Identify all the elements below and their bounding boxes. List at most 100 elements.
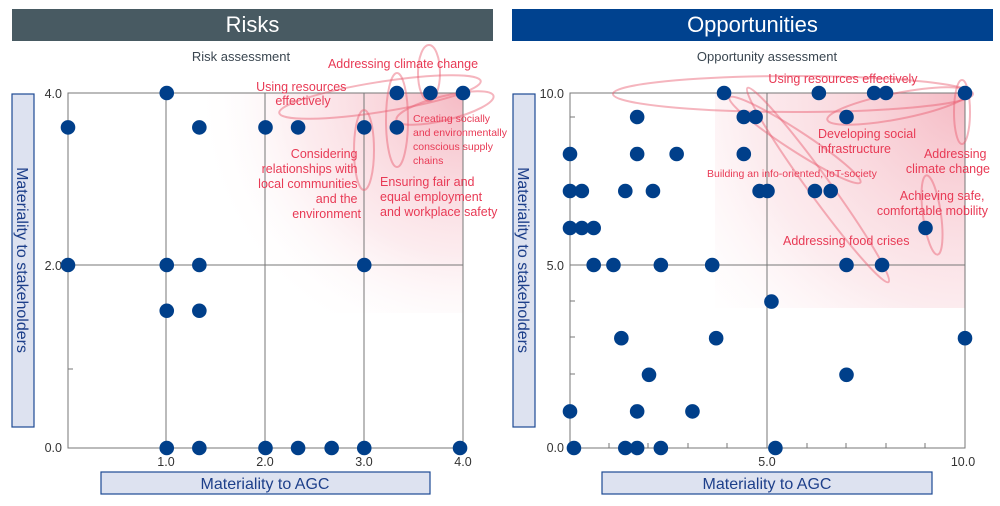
opportunity-point: [653, 440, 669, 456]
risk-annotation-ellipses: [278, 44, 495, 191]
opportunity-annotation-resources: Using resources effectively: [768, 72, 918, 86]
opportunity-point: [669, 146, 684, 162]
risk-point: [389, 120, 405, 135]
opportunity-point: [562, 146, 578, 162]
risk-point: [159, 85, 175, 101]
opportunity-point: [839, 257, 854, 273]
opportunity-point: [566, 440, 582, 456]
opportunity-point: [839, 367, 854, 383]
risk-point: [60, 120, 76, 135]
risk-ylabel: Materiality to stakeholders: [13, 167, 30, 353]
opportunity-point: [704, 257, 720, 273]
risk-point: [389, 85, 405, 101]
opportunity-point: [685, 404, 700, 419]
opportunity-point: [878, 85, 894, 101]
opportunity-xtick: 5.0: [758, 455, 775, 469]
risk-annotation-employment: Ensuring fair and equal employment and w…: [380, 175, 498, 219]
opportunity-ytick: 10.0: [540, 87, 564, 101]
risk-highlight-zone: [200, 93, 463, 313]
opportunity-xlabel-box: [601, 471, 933, 495]
risk-point: [356, 440, 372, 456]
risk-point: [452, 440, 468, 456]
opportunity-annotation-mobility: Achieving safe, comfortable mobility: [877, 189, 989, 218]
risk-point: [423, 85, 438, 101]
opportunity-chart: Opportunity assessment 10.0 5.0 0.0 5.0 …: [512, 49, 990, 495]
opportunity-highlight-zone: [715, 93, 965, 308]
opportunity-point: [653, 257, 669, 273]
opportunity-annotation-food: Addressing food crises: [783, 234, 909, 248]
opportunity-point: [618, 440, 633, 456]
opportunity-point: [811, 85, 827, 101]
opportunity-point: [562, 220, 578, 236]
risk-point: [159, 257, 175, 273]
risk-xtick: 1.0: [157, 455, 174, 469]
opportunity-point: [586, 220, 601, 236]
opportunity-annotation-iot: Building an info-oriented, IoT-society: [707, 168, 878, 180]
opportunity-point: [866, 85, 882, 101]
risk-point: [290, 120, 306, 135]
risk-point: [159, 303, 175, 319]
risk-ytick: 0.0: [45, 441, 62, 455]
opportunity-point: [629, 404, 645, 419]
opportunity-point: [562, 404, 578, 419]
opportunity-xlabel: Materiality to AGC: [703, 476, 832, 493]
opportunity-point: [629, 440, 645, 456]
opportunity-point: [807, 183, 823, 199]
risk-annotation-supply: Creating socially and environmentally co…: [413, 113, 510, 167]
opportunity-chart-title: Opportunity assessment: [697, 49, 838, 64]
opportunity-ylabel-box: [512, 93, 536, 428]
opportunity-point: [748, 109, 763, 125]
opportunity-point: [736, 146, 752, 162]
opportunity-point: [957, 85, 973, 101]
opportunity-grid: [569, 92, 966, 449]
opportunity-point: [736, 109, 752, 125]
risk-xlabel-box: [100, 471, 431, 495]
risk-annotation-communities: Considering relationships with local com…: [258, 147, 361, 221]
opportunity-ytick: 5.0: [547, 259, 564, 273]
opportunity-point: [823, 183, 838, 199]
risk-points: [60, 85, 471, 456]
opportunity-point: [629, 109, 645, 125]
opportunity-point: [957, 330, 973, 346]
risk-ylabel-box: [11, 93, 35, 428]
risk-point: [356, 257, 372, 273]
opportunity-point: [839, 109, 854, 125]
risk-point: [258, 440, 273, 456]
risk-point: [192, 440, 207, 456]
opportunity-point: [614, 330, 629, 346]
risk-point: [159, 440, 175, 456]
opportunity-points: [562, 85, 973, 456]
opportunity-point: [708, 330, 724, 346]
opportunity-point: [562, 183, 578, 199]
risk-chart-title: Risk assessment: [192, 49, 291, 64]
opportunity-point: [645, 183, 661, 199]
opportunity-point: [768, 440, 783, 456]
risk-point: [192, 120, 207, 135]
risk-chart: Risk assessment 4.0 2.0 0.0 1.0 2.0 3.0 …: [11, 44, 510, 495]
risk-point: [356, 120, 372, 135]
risk-point: [60, 257, 76, 273]
opportunity-annotation-infrastructure: Developing social infrastructure: [818, 127, 919, 156]
risk-point: [324, 440, 339, 456]
opportunity-point: [586, 257, 601, 273]
risk-ytick: 4.0: [45, 87, 62, 101]
opportunity-point: [874, 257, 890, 273]
opportunity-point: [618, 183, 633, 199]
risk-xlabel: Materiality to AGC: [201, 476, 330, 493]
risk-xtick: 2.0: [256, 455, 273, 469]
risk-point: [290, 440, 306, 456]
risk-annotation-resources: Using resources effectively: [256, 80, 350, 108]
risk-point: [192, 257, 207, 273]
opportunity-xtick: 10.0: [951, 455, 975, 469]
opportunity-point: [641, 367, 657, 383]
opportunity-ylabel: Materiality to stakeholders: [514, 167, 531, 353]
risks-header: Risks: [12, 9, 493, 41]
opportunity-point: [716, 85, 732, 101]
risk-point: [455, 85, 471, 101]
opportunity-point: [918, 220, 933, 236]
risk-point: [258, 120, 273, 135]
opportunity-annotation-climate: Addressing climate change: [906, 147, 990, 176]
risk-xtick: 4.0: [454, 455, 471, 469]
risk-ytick: 2.0: [45, 259, 62, 273]
